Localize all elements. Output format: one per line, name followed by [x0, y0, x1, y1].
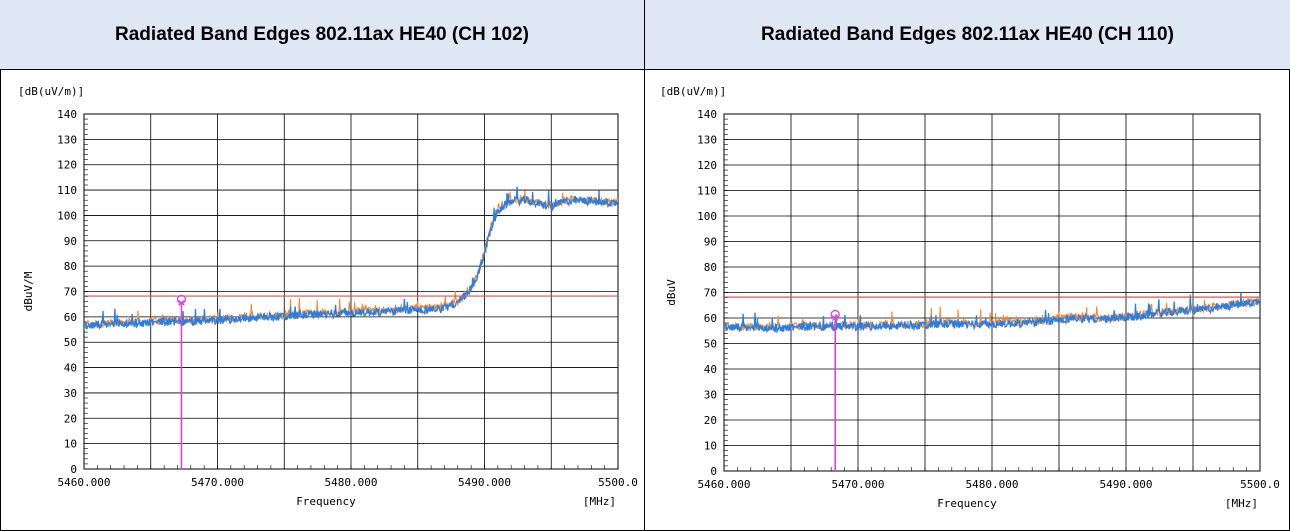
chart-container: [dB(uV/m)] 140 130 120 110 100 90 80 70 60 50 40 30 2… — [645, 72, 1290, 530]
band-edge-chart-ch110: [dB(uV/m)]140130120110100908070605040302… — [645, 72, 1290, 530]
y-tick-label: 50 — [704, 338, 717, 351]
y-tick-label: 100 — [57, 209, 77, 222]
x-tick-label: 5490.000 — [1100, 478, 1153, 491]
y-tick-label: 40 — [64, 362, 77, 375]
x-axis-label: Frequency — [296, 495, 356, 508]
y-axis-label: dBuV — [665, 279, 678, 306]
panel-title: Radiated Band Edges 802.11ax HE40 (CH 11… — [761, 24, 1174, 46]
x-tick-label: 5500.0 — [598, 476, 638, 489]
y-tick-label: 10 — [704, 440, 717, 453]
y-axis-label: dBuV/M — [22, 271, 35, 311]
y-tick-label: 80 — [64, 260, 77, 273]
panel-title: Radiated Band Edges 802.11ax HE40 (CH 10… — [115, 24, 529, 46]
y-tick-label: 60 — [64, 311, 77, 324]
y-tick-label: 70 — [64, 286, 77, 299]
y-tick-label: 10 — [64, 438, 77, 451]
y-tick-label: 120 — [57, 159, 77, 172]
x-tick-label: 5500.0 — [1240, 478, 1280, 491]
y-tick-label: 40 — [704, 363, 717, 376]
panel-ch110: Radiated Band Edges 802.11ax HE40 (CH 11… — [645, 0, 1290, 531]
y-tick-label: 90 — [704, 236, 717, 249]
x-tick-label: 5460.000 — [698, 478, 751, 491]
y-unit-label: [dB(uV/m)] — [18, 85, 84, 98]
y-tick-label: 30 — [64, 387, 77, 400]
y-tick-label: 60 — [704, 312, 717, 325]
chart-container: [dB(uV/m)] 140 130 120 110 100 90 80 70 60 50 40 30 2… — [0, 72, 644, 530]
x-tick-label: 5480.000 — [325, 476, 378, 489]
x-unit-label: [MHz] — [1225, 497, 1258, 510]
y-tick-label: 0 — [70, 463, 77, 476]
panel-ch102: Radiated Band Edges 802.11ax HE40 (CH 10… — [0, 0, 645, 531]
y-tick-label: 30 — [704, 389, 717, 402]
y-unit-label: [dB(uV/m)] — [660, 85, 726, 98]
y-tick-label: 120 — [697, 159, 717, 172]
band-edge-chart-ch102: [dB(uV/m)]140130120110100908070605040302… — [0, 72, 645, 530]
y-tick-label: 50 — [64, 336, 77, 349]
x-tick-label: 5470.000 — [832, 478, 885, 491]
y-tick-label: 100 — [697, 210, 717, 223]
y-tick-label: 80 — [704, 261, 717, 274]
x-tick-label: 5490.000 — [458, 476, 511, 489]
y-tick-label: 20 — [704, 414, 717, 427]
x-tick-label: 5460.000 — [58, 476, 111, 489]
x-unit-label: [MHz] — [583, 495, 616, 508]
y-tick-label: 20 — [64, 412, 77, 425]
panel-header: Radiated Band Edges 802.11ax HE40 (CH 10… — [0, 0, 644, 70]
y-tick-label: 140 — [57, 108, 77, 121]
x-tick-label: 5480.000 — [966, 478, 1019, 491]
y-tick-label: 130 — [697, 134, 717, 147]
y-tick-label: 110 — [697, 185, 717, 198]
x-tick-label: 5470.000 — [191, 476, 244, 489]
panel-header: Radiated Band Edges 802.11ax HE40 (CH 11… — [645, 0, 1290, 70]
y-tick-label: 110 — [57, 184, 77, 197]
y-tick-label: 70 — [704, 287, 717, 300]
y-tick-label: 130 — [57, 133, 77, 146]
x-axis-label: Frequency — [937, 497, 997, 510]
y-tick-label: 90 — [64, 235, 77, 248]
y-tick-label: 140 — [697, 108, 717, 121]
y-tick-label: 0 — [710, 465, 717, 478]
